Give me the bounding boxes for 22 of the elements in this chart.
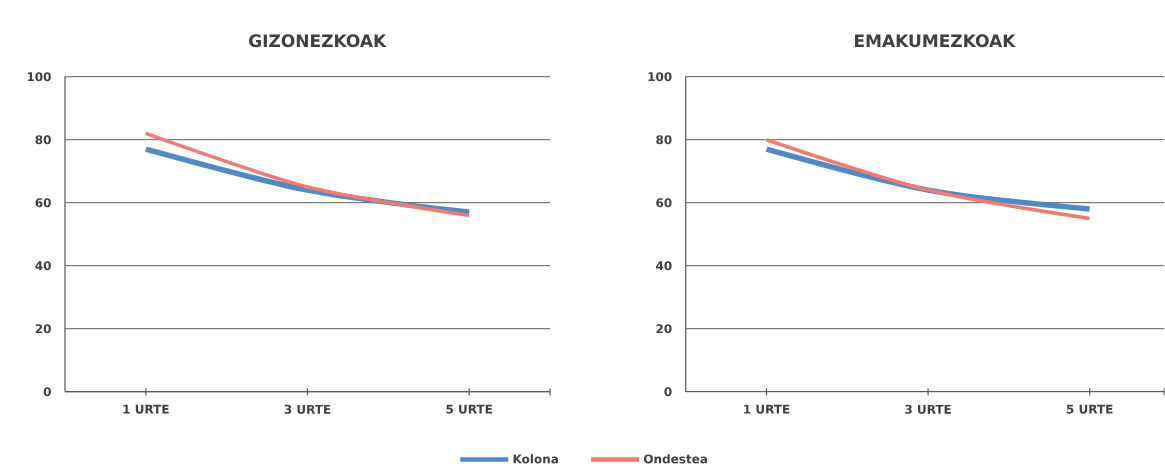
x-tick-label: 1 URTE	[123, 404, 169, 414]
y-tick-label: 40	[656, 261, 672, 271]
legend-label: Ondestea	[643, 454, 707, 464]
x-tick-label: 5 URTE	[446, 404, 492, 414]
chart-title: EMAKUMEZKOAK	[855, 34, 1016, 48]
x-tick-label: 3 URTE	[284, 404, 331, 414]
y-tick-label: 60	[35, 198, 51, 208]
y-tick-label: 100	[27, 72, 51, 82]
y-tick-label: 80	[656, 135, 672, 145]
x-tick-label: 3 URTE	[905, 404, 951, 414]
y-tick-label: 40	[35, 261, 51, 271]
chart-title: GIZONEZKOAK	[249, 34, 387, 48]
y-tick-label: 20	[35, 324, 51, 334]
y-tick-label: 0	[664, 387, 672, 397]
y-tick-label: 80	[35, 135, 51, 145]
y-tick-label: 100	[648, 72, 672, 82]
y-tick-label: 20	[656, 324, 672, 334]
y-tick-label: 60	[656, 198, 672, 208]
x-tick-label: 1 URTE	[744, 404, 790, 414]
x-tick-label: 5 URTE	[1066, 404, 1113, 414]
y-tick-label: 0	[43, 387, 51, 397]
legend-label: Kolona	[513, 454, 558, 464]
